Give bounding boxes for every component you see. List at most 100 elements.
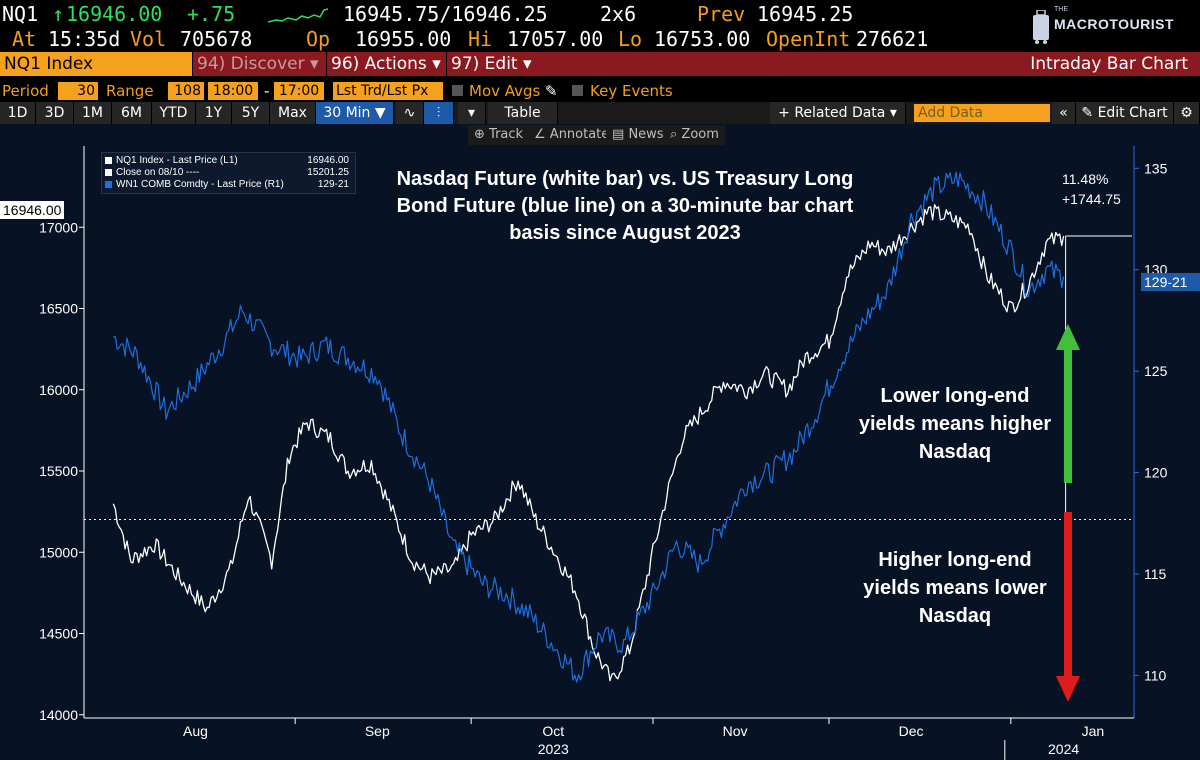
gear-icon[interactable]: ⚙ [1174,102,1200,124]
annotation-lower-yields: Lower long-end yields means higher Nasda… [858,385,1052,463]
high-price: 17057.00 [507,27,604,51]
key-events-label: Key Events [590,82,673,100]
open-interest: 276621 [856,27,929,51]
right-tick-label: 135 [1144,160,1168,176]
annotate-icon: ∠ [534,127,546,142]
range-field[interactable]: 108 [168,82,204,100]
period-3d-button[interactable]: 3D [36,102,74,124]
period-1m-button[interactable]: 1M [74,102,112,124]
time-range-dash: - [264,82,270,100]
legend-name: WN1 COMB Comdty - Last Price (R1) [116,179,284,190]
pencil-icon[interactable]: ✎ [545,82,558,100]
right-tick-label: 120 [1144,465,1168,481]
chart-svg: 14000 14500 15000 15500 16000 16500 17000 110 11… [39,146,1168,760]
news-label: News [628,127,664,142]
security-input[interactable]: NQ1 Index [0,52,192,76]
zoom-label: Zoom [681,127,719,142]
bar-chart-icon[interactable]: ⫶ [424,102,454,124]
period-ytd-button[interactable]: YTD [152,102,196,124]
time-label: At [12,27,37,51]
left-tick-label: 17000 [39,219,78,235]
period-6m-button[interactable]: 6M [112,102,152,124]
chevron-down-icon: ▾ [310,54,319,74]
x-tick-label: Aug [183,723,208,739]
annotate-button[interactable]: ∠ Annotate [528,125,616,145]
annotate-label: Annotate [549,127,610,142]
news-icon: ▤ [612,127,625,142]
macrotourist-logo: THE MACROTOURIST [1030,6,1190,50]
trade-time: 15:35d [48,27,121,51]
volume: 705678 [180,27,253,51]
period-1d-button[interactable]: 1D [0,102,36,124]
related-data-button[interactable]: + Related Data ▾ [770,102,906,124]
period-1y-button[interactable]: 1Y [196,102,232,124]
bid-ask-size: 2x6 [600,2,637,26]
source-select[interactable]: Lst Trd/Lst Px [333,82,443,100]
percent-change-label: 11.48% [1062,171,1109,187]
x-tick-label: Jan [1082,723,1105,739]
chart-annotation-title: Nasdaq Future (white bar) vs. US Treasur… [396,168,854,244]
treasury-series-line [113,171,1065,683]
left-tick-label: 14500 [39,626,78,642]
period-field[interactable]: 30 [58,82,98,100]
logo-the: THE [1054,6,1068,13]
sparkline-icon [268,8,328,23]
chevron-down-icon[interactable]: ▾ [458,102,486,124]
edit-chart-button[interactable]: ✎ Edit Chart [1076,102,1174,124]
zoom-button[interactable]: ⌕ Zoom [664,125,725,145]
table-button[interactable]: Table [488,102,558,124]
period-5y-button[interactable]: 5Y [232,102,270,124]
start-time-field[interactable]: 18:00 [208,82,258,100]
right-tick-label: 115 [1144,566,1167,582]
edit-menu[interactable]: 97) Edit ▾ [446,52,534,76]
left-tick-label: 16000 [39,382,78,398]
actions-label: 96) Actions [331,54,427,74]
chart-legend: NQ1 Index - Last Price (L1) 16946.00 Clo… [101,152,356,194]
line-chart-icon[interactable]: ∿ [396,102,424,124]
prev-label: Prev [697,2,746,26]
legend-item: WN1 COMB Comdty - Last Price (R1) 129-21 [105,179,351,191]
collapse-icon[interactable]: « [1052,102,1076,124]
nasdaq-series-line [112,204,1065,682]
legend-value: 16946.00 [307,155,349,166]
legend-item: Close on 08/10 ---- 15201.25 [105,167,351,179]
discover-label: 94) Discover [197,54,305,74]
interval-30min-button[interactable]: 30 Min ▼ [316,102,394,124]
track-button[interactable]: ⊕ Track [468,125,530,145]
last-price: 16946.00 [66,2,163,26]
key-events-checkbox[interactable] [572,85,583,96]
bid-ask: 16945.75/16946.25 [343,2,548,26]
low-label: Lo [618,27,643,51]
range-label: Range [106,82,154,100]
mov-avgs-checkbox[interactable] [452,85,463,96]
chevron-down-icon: ▾ [432,54,441,74]
chart-area[interactable]: 14000 14500 15000 15500 16000 16500 17000 110 11… [0,146,1200,760]
quote-bar: NQ1 ↑ 16946.00 +.75 16945.75/16946.25 2x… [0,0,1200,54]
low-price: 16753.00 [654,27,751,51]
left-tick-label: 16500 [39,301,78,317]
period-max-button[interactable]: Max [270,102,316,124]
chart-tools: ⊕ Track ∠ Annotate ▤ News ⌕ Zoom [0,124,1200,146]
settings-bar: Period 30 Range 108 18:00 - 17:00 Lst Tr… [0,80,1200,102]
x-tick-label: Dec [899,723,924,739]
open-label: Op [306,27,331,51]
luggage-icon [1033,10,1049,44]
right-tick-label: 125 [1144,363,1168,379]
ticker[interactable]: NQ1 [2,2,39,26]
period-label: Period [2,82,49,100]
right-tick-label: 110 [1144,667,1167,683]
legend-item: NQ1 Index - Last Price (L1) 16946.00 [105,155,351,167]
x-year-label: 2023 [538,741,569,757]
add-data-input[interactable]: Add Data [914,104,1050,122]
actions-menu[interactable]: 96) Actions ▾ [326,52,442,76]
up-arrow-icon: ↑ [52,2,65,26]
mov-avgs-label: Mov Avgs [469,82,541,100]
legend-value: 15201.25 [307,167,349,178]
pencil-icon: ✎ [1081,105,1094,121]
discover-menu[interactable]: 94) Discover ▾ [192,52,322,76]
left-axis-last-price-tag: 16946.00 [0,201,65,219]
left-tick-label: 15000 [39,544,78,560]
news-button[interactable]: ▤ News [606,125,670,145]
end-time-field[interactable]: 17:00 [274,82,324,100]
legend-value: 129-21 [317,179,349,190]
